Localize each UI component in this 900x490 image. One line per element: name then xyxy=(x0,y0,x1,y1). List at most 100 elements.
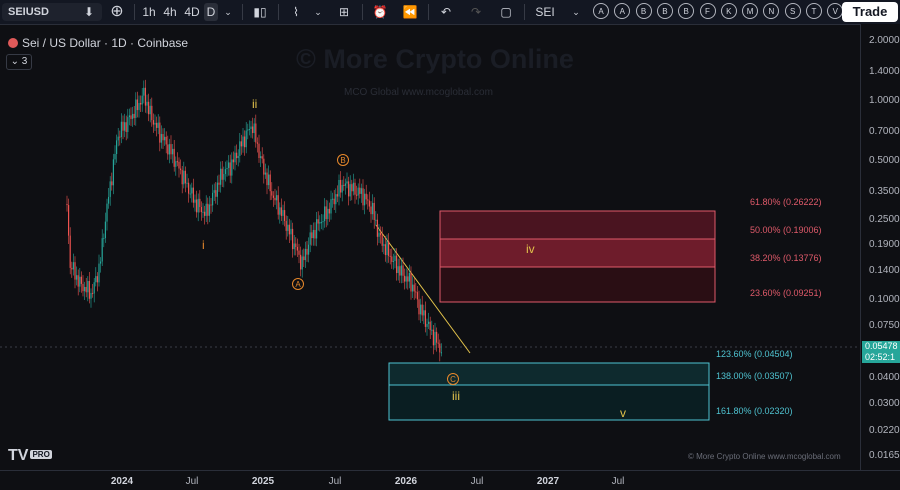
alert-icon[interactable]: ⏰ xyxy=(372,5,388,19)
compare-symbol[interactable]: SEI xyxy=(535,5,555,19)
candle-body xyxy=(167,144,169,155)
drawing-button-0[interactable]: A xyxy=(593,3,609,19)
candle-body xyxy=(287,224,289,231)
candle-body xyxy=(328,208,330,214)
candle-body xyxy=(317,219,319,224)
drawing-button-10[interactable]: T xyxy=(806,3,822,19)
candle-body xyxy=(348,181,350,197)
redo-icon[interactable]: ↷ xyxy=(470,5,482,19)
interval-d[interactable]: D xyxy=(204,3,218,21)
candles-icon[interactable]: ▮▯ xyxy=(253,5,267,19)
indicator-collapse-button[interactable]: ⌄ 3 xyxy=(6,54,32,70)
candle-body xyxy=(232,159,234,163)
legend-title: Sei / US Dollar · 1D · Coinbase xyxy=(22,36,189,50)
candle-body xyxy=(216,182,218,197)
interval-chevron-down-icon[interactable]: ⌄ xyxy=(224,7,232,17)
candle-body xyxy=(103,238,105,240)
candle-body xyxy=(125,122,127,132)
candle-body xyxy=(208,204,210,216)
drawing-button-7[interactable]: M xyxy=(742,3,759,19)
candle-body xyxy=(204,211,206,216)
candle-body xyxy=(152,120,154,125)
candle-body xyxy=(200,207,202,213)
candle-body xyxy=(157,122,159,128)
undo-icon[interactable]: ↶ xyxy=(440,5,452,19)
candle-body xyxy=(88,280,90,299)
interval-4h[interactable]: 4h xyxy=(163,5,177,19)
candle-body xyxy=(231,159,233,176)
trade-button[interactable]: Trade xyxy=(842,2,898,22)
candle-body xyxy=(138,102,140,111)
drawing-button-11[interactable]: V xyxy=(827,3,844,19)
candle-body xyxy=(213,190,215,193)
interval-4d[interactable]: 4D xyxy=(184,5,200,19)
price-chart[interactable] xyxy=(0,24,860,470)
bar-countdown: 02:52:1 xyxy=(865,352,896,362)
candle-body xyxy=(74,262,76,280)
candle-body xyxy=(400,265,402,276)
candle-body xyxy=(168,144,170,155)
candle-body xyxy=(260,156,262,159)
candle-body xyxy=(207,203,209,216)
fib-label-38-2: 38.20% (0.13776) xyxy=(750,253,822,263)
candle-body xyxy=(424,310,426,327)
drawing-button-2[interactable]: B xyxy=(635,3,652,19)
fib-label-123-6: 123.60% (0.04504) xyxy=(716,349,793,359)
candle-body xyxy=(384,244,386,256)
fib-label-23-6: 23.60% (0.09251) xyxy=(750,288,822,298)
candle-body xyxy=(79,276,81,287)
replay-icon[interactable]: ⏪ xyxy=(402,5,418,19)
indicators-chevron-down-icon[interactable]: ⌄ xyxy=(314,7,322,17)
candle-body xyxy=(160,134,162,143)
candle-body xyxy=(109,181,111,197)
candle-body xyxy=(172,148,174,155)
candle-body xyxy=(368,200,370,207)
candle-body xyxy=(274,197,276,201)
candle-body xyxy=(112,159,114,186)
symbol-search[interactable]: SEIUSD xyxy=(2,3,102,21)
candle-body xyxy=(269,174,271,192)
time-axis[interactable]: 2024 Jul 2025 Jul 2026 Jul 2027 Jul xyxy=(0,470,900,490)
candle-body xyxy=(205,203,207,216)
chart-legend[interactable]: Sei / US Dollar · 1D · Coinbase xyxy=(8,36,188,50)
drawing-button-4[interactable]: B xyxy=(678,3,695,19)
candle-body xyxy=(432,329,434,346)
sei-logo-icon xyxy=(8,38,18,48)
candle-body xyxy=(256,142,258,144)
candle-body xyxy=(292,228,294,250)
drawing-button-5[interactable]: F xyxy=(699,3,716,19)
candle-body xyxy=(407,276,409,282)
time-tick: Jul xyxy=(611,476,625,487)
indicators-icon[interactable]: ⌇ xyxy=(293,5,299,19)
candle-body xyxy=(229,162,231,176)
candle-body xyxy=(367,199,369,201)
drawing-button-8[interactable]: N xyxy=(763,3,780,19)
candle-body xyxy=(380,232,382,236)
candle-body xyxy=(279,207,281,215)
symbol-flag-icon[interactable]: ⬇ xyxy=(83,5,95,19)
current-price-badge: 0.05478 02:52:1 xyxy=(862,341,900,363)
candle-body xyxy=(413,284,415,292)
drawing-button-9[interactable]: S xyxy=(784,3,801,19)
drawing-button-1[interactable]: A xyxy=(614,3,631,19)
candle-body xyxy=(80,276,82,284)
compare-chevron-down-icon[interactable]: ⌄ xyxy=(572,7,580,17)
add-symbol-icon[interactable]: ⊕ xyxy=(110,3,124,20)
drawing-button-6[interactable]: K xyxy=(720,3,737,19)
fullscreen-icon[interactable]: ▢ xyxy=(500,5,512,19)
candle-body xyxy=(255,123,257,143)
candle-body xyxy=(100,261,102,264)
wave-label-a: A xyxy=(292,278,304,290)
candle-body xyxy=(239,141,241,156)
candle-body xyxy=(357,187,359,196)
interval-1h[interactable]: 1h xyxy=(142,5,156,19)
drawing-button-3[interactable]: B xyxy=(656,3,673,19)
candle-body xyxy=(416,292,418,300)
candle-body xyxy=(133,113,135,118)
tradingview-logo[interactable]: TV PRO xyxy=(8,447,52,465)
fib-zone-upper-bottom xyxy=(439,266,716,303)
layouts-icon[interactable]: ⊞ xyxy=(338,5,350,19)
